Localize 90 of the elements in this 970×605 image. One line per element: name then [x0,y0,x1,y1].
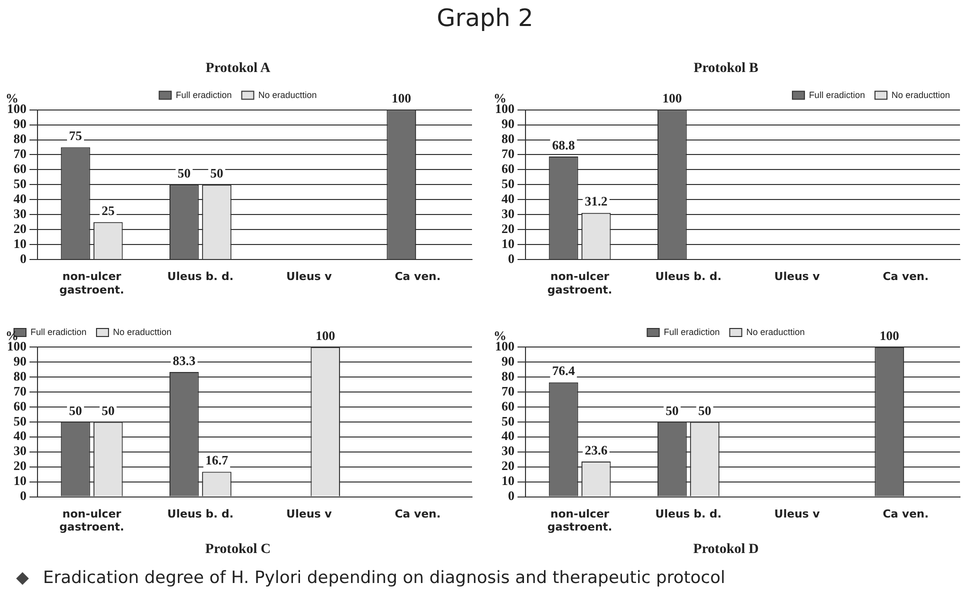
y-tick-label: 10 [14,473,26,488]
y-tick-label: 50 [14,413,26,428]
x-tick-label: Ca ven. [882,270,929,284]
data-label: 50 [178,166,191,181]
data-label: 68.8 [552,137,576,152]
x-tick-label: Uleus v [774,507,821,520]
x-tick-label: Ca ven. [882,507,929,520]
y-tick-label: 50 [502,413,514,428]
y-tick-label: 40 [502,191,514,206]
y-tick-label: 30 [14,206,26,222]
y-tick-label: 60 [14,398,26,414]
x-tick-label: Uleus b. d. [655,507,722,520]
data-label: 50 [69,402,82,418]
legend-label: Full eradiction [808,90,865,100]
y-tick-label: 0 [508,488,514,504]
y-tick-label: 70 [14,146,26,162]
x-tick-label: Ca ven. [394,270,441,284]
y-tick-label: 90 [14,116,26,132]
legend-label: No eraducttion [891,90,950,100]
data-label: 100 [662,90,682,106]
y-tick-label: 60 [502,398,514,414]
y-tick-label: 20 [14,221,26,236]
legend-label: No eraducttion [258,90,317,100]
y-tick-label: 90 [502,116,514,132]
y-tick-label: 40 [502,428,514,444]
legend-label: No eraducttion [113,326,172,337]
text: Protokol C [205,542,271,558]
legend-label: Full eradiction [664,326,720,337]
x-tick-label: Uleus b. d. [167,270,234,284]
y-tick-label: 10 [502,236,514,251]
y-tick-label: 70 [502,383,514,398]
y-tick-label: 40 [14,428,26,444]
x-tick-label: non-ulcer gastroent. [547,270,612,296]
data-label: 50 [102,402,115,418]
y-tick-label: 90 [14,353,26,368]
data-label: 75 [69,128,83,144]
x-tick-label: non-ulcer gastroent. [59,507,124,534]
y-tick-label: 60 [14,161,26,176]
x-tick-label: Ca ven. [394,507,441,520]
y-tick-label: 50 [14,176,26,192]
y-tick-label: 30 [502,206,514,222]
data-label: 100 [392,90,412,106]
y-tick-label: 60 [502,161,514,176]
chart-title: Protokol A [206,61,272,76]
y-tick-label: 80 [14,368,26,384]
data-label: 50 [666,402,679,418]
text: Protokol D [693,542,759,558]
data-label: 50 [698,402,712,418]
x-tick-label: non-ulcer gastroent. [547,507,612,534]
x-tick-label: Uleus v [286,270,333,284]
data-label: 50 [210,166,224,181]
data-label: 100 [316,328,336,343]
y-tick-label: 10 [14,236,26,251]
y-tick-label: 30 [502,443,514,458]
y-tick-label: 90 [502,353,514,368]
data-label: 23.6 [584,442,608,458]
x-tick-label: Uleus b. d. [167,507,234,520]
y-tick-label: 20 [14,458,26,474]
legend-label: Full eradiction [30,326,87,337]
y-tick-label: 0 [20,250,26,266]
y-tick-label: 80 [14,131,26,146]
x-tick-label: non-ulcer gastroent. [59,270,124,296]
text: Eradication degree of H. Pylori depending on diagnosis and therapeutic protocol [43,568,726,588]
y-tick-label: 20 [502,221,514,236]
x-tick-label: Uleus v [774,270,821,284]
legend-label: No eraducttion [746,326,805,337]
chart-title: Protokol B [694,61,758,76]
data-label: 25 [102,203,116,218]
y-axis-title: % [494,328,506,343]
y-tick-label: 80 [502,368,514,384]
data-label: 100 [880,328,900,343]
y-tick-label: 20 [502,458,514,474]
data-label: 16.7 [205,452,229,468]
data-label: 83.3 [172,352,196,368]
x-tick-label: Uleus v [286,507,333,520]
y-tick-label: 0 [508,250,514,266]
data-label: 76.4 [552,363,576,378]
data-label: 31.2 [584,194,608,209]
y-tick-label: 0 [20,488,26,504]
y-tick-label: 10 [502,473,514,488]
y-tick-label: 70 [14,383,26,398]
y-tick-label: 50 [502,176,514,192]
y-tick-label: 80 [502,131,514,146]
text: Graph 2 [436,4,534,32]
y-tick-label: 70 [502,146,514,162]
y-tick-label: 30 [14,443,26,458]
y-axis-title: % [6,328,18,343]
y-tick-label: 40 [14,191,26,206]
x-tick-label: Uleus b. d. [655,270,722,284]
legend-label: Full eradiction [176,90,232,100]
